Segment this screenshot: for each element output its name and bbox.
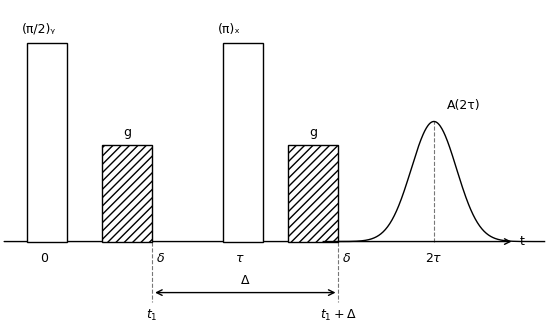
Text: t: t [519,235,524,248]
Text: $\tau$: $\tau$ [236,252,245,265]
Text: (π)ₓ: (π)ₓ [217,23,240,36]
Bar [102,146,152,241]
Text: $t_1+\Delta$: $t_1+\Delta$ [320,308,356,323]
Text: $\Delta$: $\Delta$ [240,274,251,287]
Bar [27,43,67,241]
Text: $2\tau$: $2\tau$ [425,252,443,265]
Text: 0: 0 [40,252,48,265]
Text: A(2τ): A(2τ) [446,100,480,113]
Text: $\delta$: $\delta$ [342,252,351,265]
Bar [222,43,263,241]
Bar [288,146,339,241]
Text: g: g [309,127,317,140]
Text: (π/2)ᵧ: (π/2)ᵧ [22,23,56,36]
Text: $\delta$: $\delta$ [156,252,165,265]
Text: $t_1$: $t_1$ [146,308,158,323]
Text: g: g [123,127,131,140]
